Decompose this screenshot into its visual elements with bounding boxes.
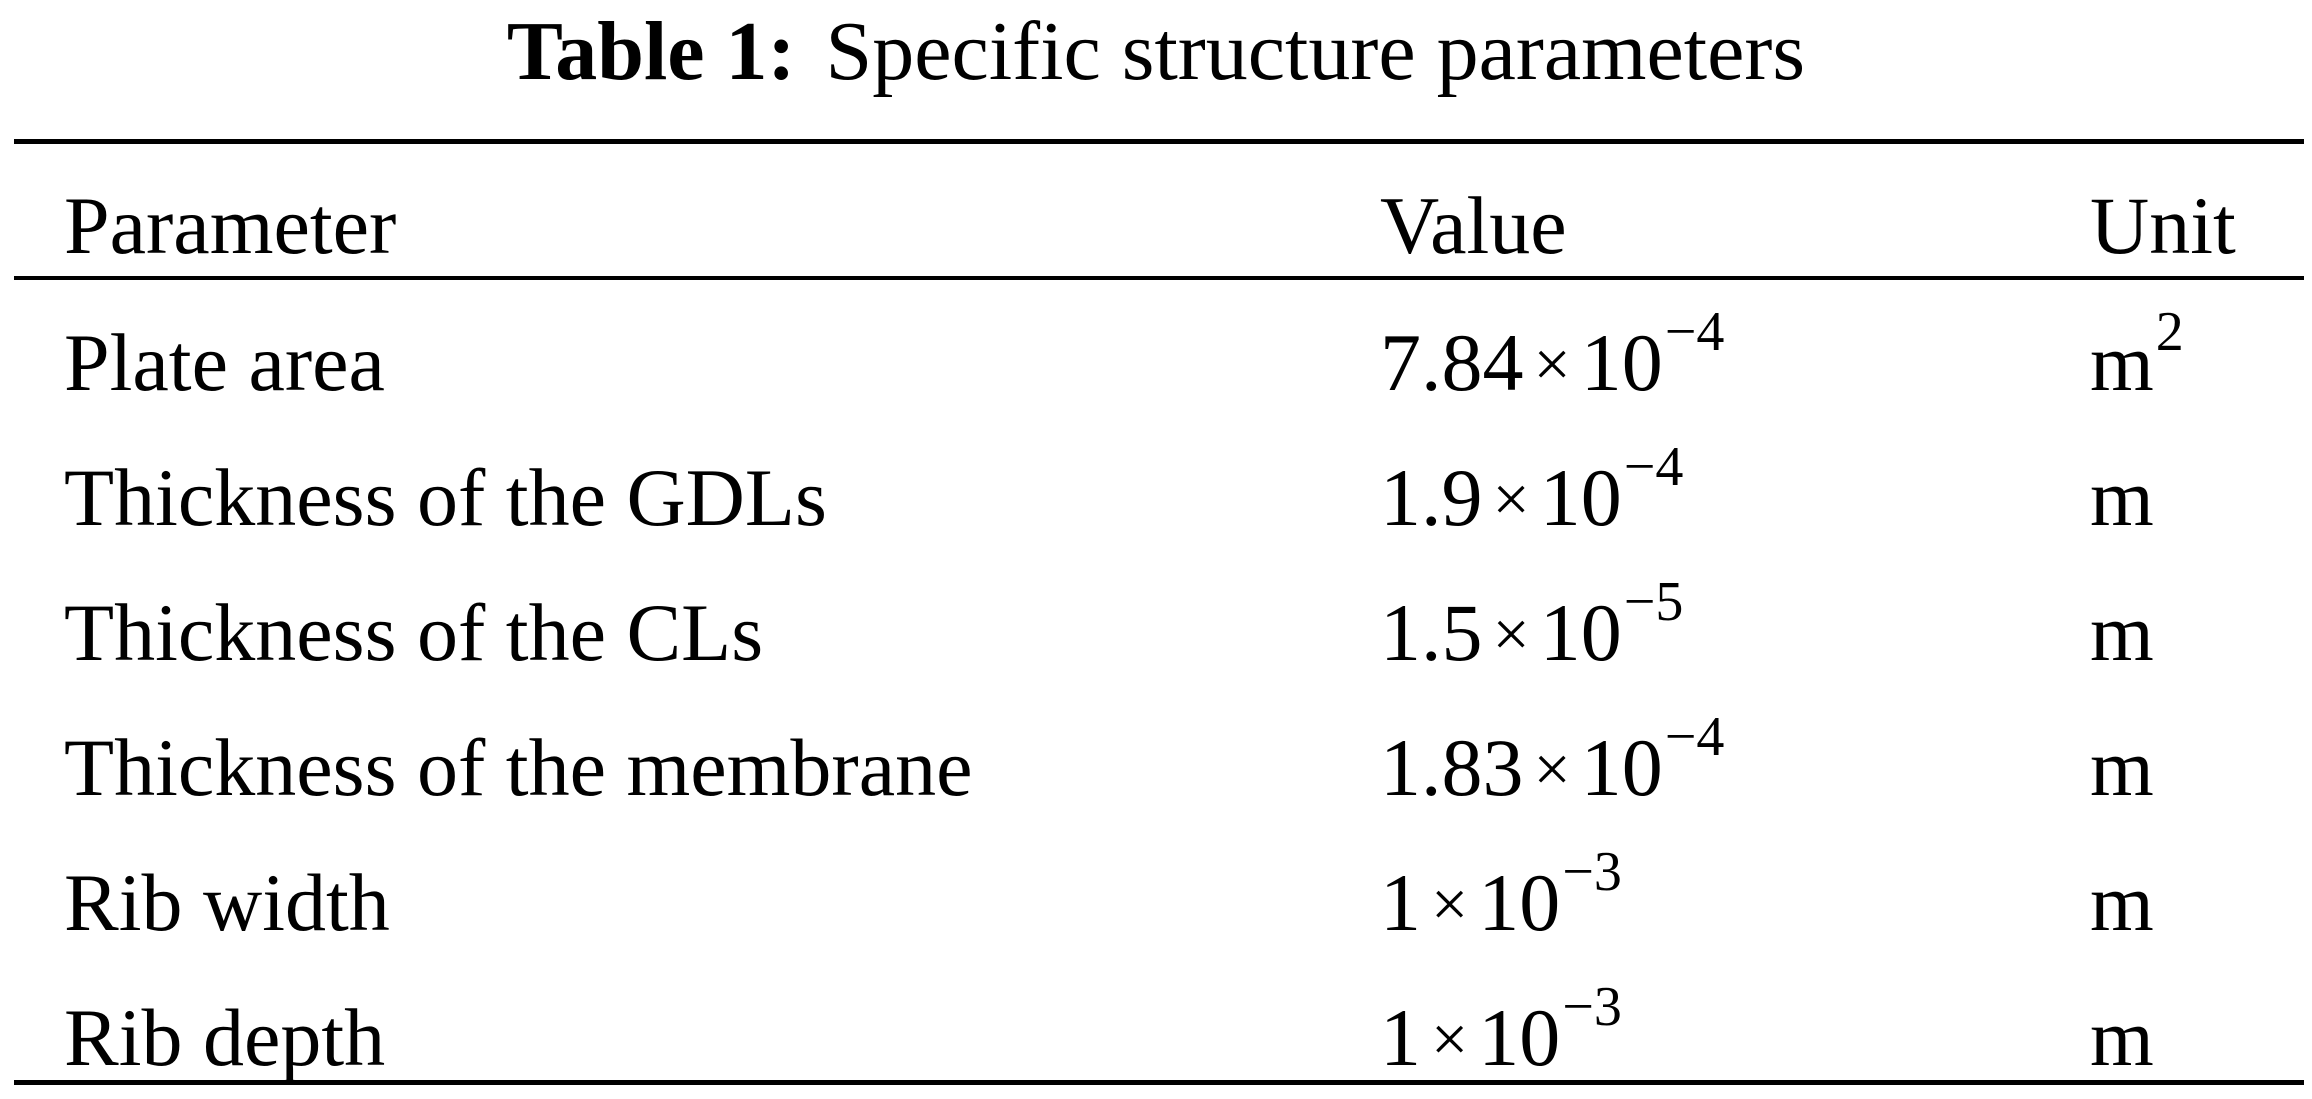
row-value: 7.84 × 10−4 bbox=[1380, 300, 1725, 408]
row-value: 1.83 × 10−4 bbox=[1380, 705, 1725, 813]
row-unit: m bbox=[2090, 992, 2154, 1083]
row-unit: m2 bbox=[2090, 300, 2184, 408]
caption-label: Table 1: bbox=[506, 5, 796, 98]
row-parameter: Thickness of the GDLs bbox=[64, 452, 827, 543]
row-unit: m bbox=[2090, 722, 2154, 813]
row-parameter: Thickness of the membrane bbox=[64, 722, 973, 813]
row-value: 1 × 10−3 bbox=[1380, 840, 1622, 948]
row-value: 1.5 × 10−5 bbox=[1380, 570, 1684, 678]
row-parameter: Plate area bbox=[64, 317, 385, 408]
row-value: 1.9 × 10−4 bbox=[1380, 435, 1684, 543]
table-bottom-rule bbox=[14, 1080, 2304, 1085]
row-parameter: Rib depth bbox=[64, 992, 386, 1083]
header-unit: Unit bbox=[2090, 180, 2236, 271]
table-caption: Table 1: Specific structure parameters bbox=[0, 2, 2312, 102]
row-unit: m bbox=[2090, 452, 2154, 543]
table-header-rule bbox=[14, 276, 2304, 280]
table-top-rule bbox=[14, 139, 2304, 144]
row-parameter: Rib width bbox=[64, 857, 390, 948]
header-parameter: Parameter bbox=[64, 180, 397, 271]
caption-text: Specific structure parameters bbox=[825, 5, 1806, 98]
row-parameter: Thickness of the CLs bbox=[64, 587, 764, 678]
row-value: 1 × 10−3 bbox=[1380, 975, 1622, 1083]
header-value: Value bbox=[1380, 180, 1567, 271]
row-unit: m bbox=[2090, 587, 2154, 678]
row-unit: m bbox=[2090, 857, 2154, 948]
